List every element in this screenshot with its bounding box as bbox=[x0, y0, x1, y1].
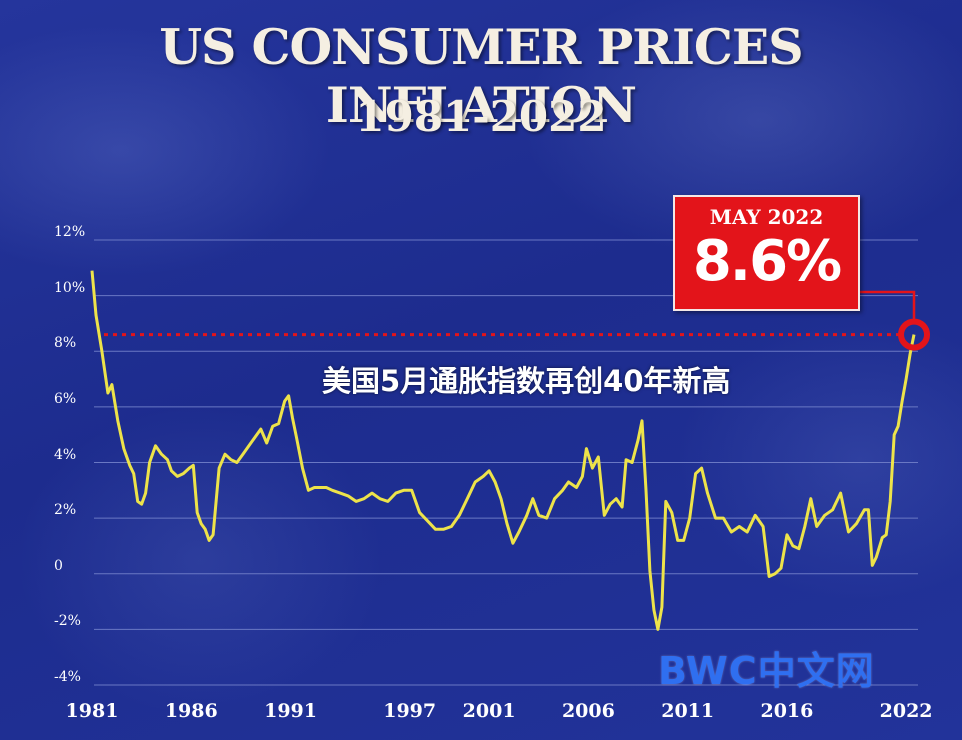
y-tick-label: -4% bbox=[54, 669, 81, 685]
x-tick-label: 2011 bbox=[661, 700, 715, 722]
x-tick-label: 1981 bbox=[65, 700, 119, 722]
latest-value-callout: MAY 2022 8.6% bbox=[673, 195, 860, 311]
highlight-marker bbox=[898, 318, 931, 351]
watermark-logo: BWC中文网 bbox=[658, 649, 875, 693]
y-tick-label: 2% bbox=[54, 502, 77, 519]
x-tick-label: 2001 bbox=[462, 700, 516, 722]
x-tick-label: 1986 bbox=[164, 700, 218, 722]
y-tick-label: 8% bbox=[54, 335, 77, 352]
y-tick-label: 10% bbox=[54, 279, 86, 296]
y-tick-label: 12% bbox=[54, 224, 86, 240]
y-tick-label: 6% bbox=[54, 390, 77, 407]
x-tick-label: 2016 bbox=[760, 700, 814, 722]
y-tick-label: 0 bbox=[54, 557, 63, 574]
callout-connector bbox=[860, 290, 916, 322]
x-tick-label: 2022 bbox=[879, 700, 933, 722]
x-tick-label: 2006 bbox=[561, 700, 615, 722]
callout-value: 8.6% bbox=[692, 229, 842, 294]
x-tick-label: 1991 bbox=[264, 700, 317, 722]
y-tick-label: -2% bbox=[54, 613, 81, 630]
callout-date: MAY 2022 bbox=[709, 205, 824, 229]
y-tick-label: 4% bbox=[54, 446, 77, 463]
headline-annotation: 美国5月通胀指数再创40年新高 bbox=[322, 364, 731, 398]
inflation-series-line bbox=[90, 270, 916, 631]
chart-subtitle: 1981-2022 bbox=[355, 92, 607, 141]
chart-title: US CONSUMER PRICES INFLATION bbox=[159, 18, 803, 134]
x-tick-label: 1997 bbox=[383, 700, 437, 722]
